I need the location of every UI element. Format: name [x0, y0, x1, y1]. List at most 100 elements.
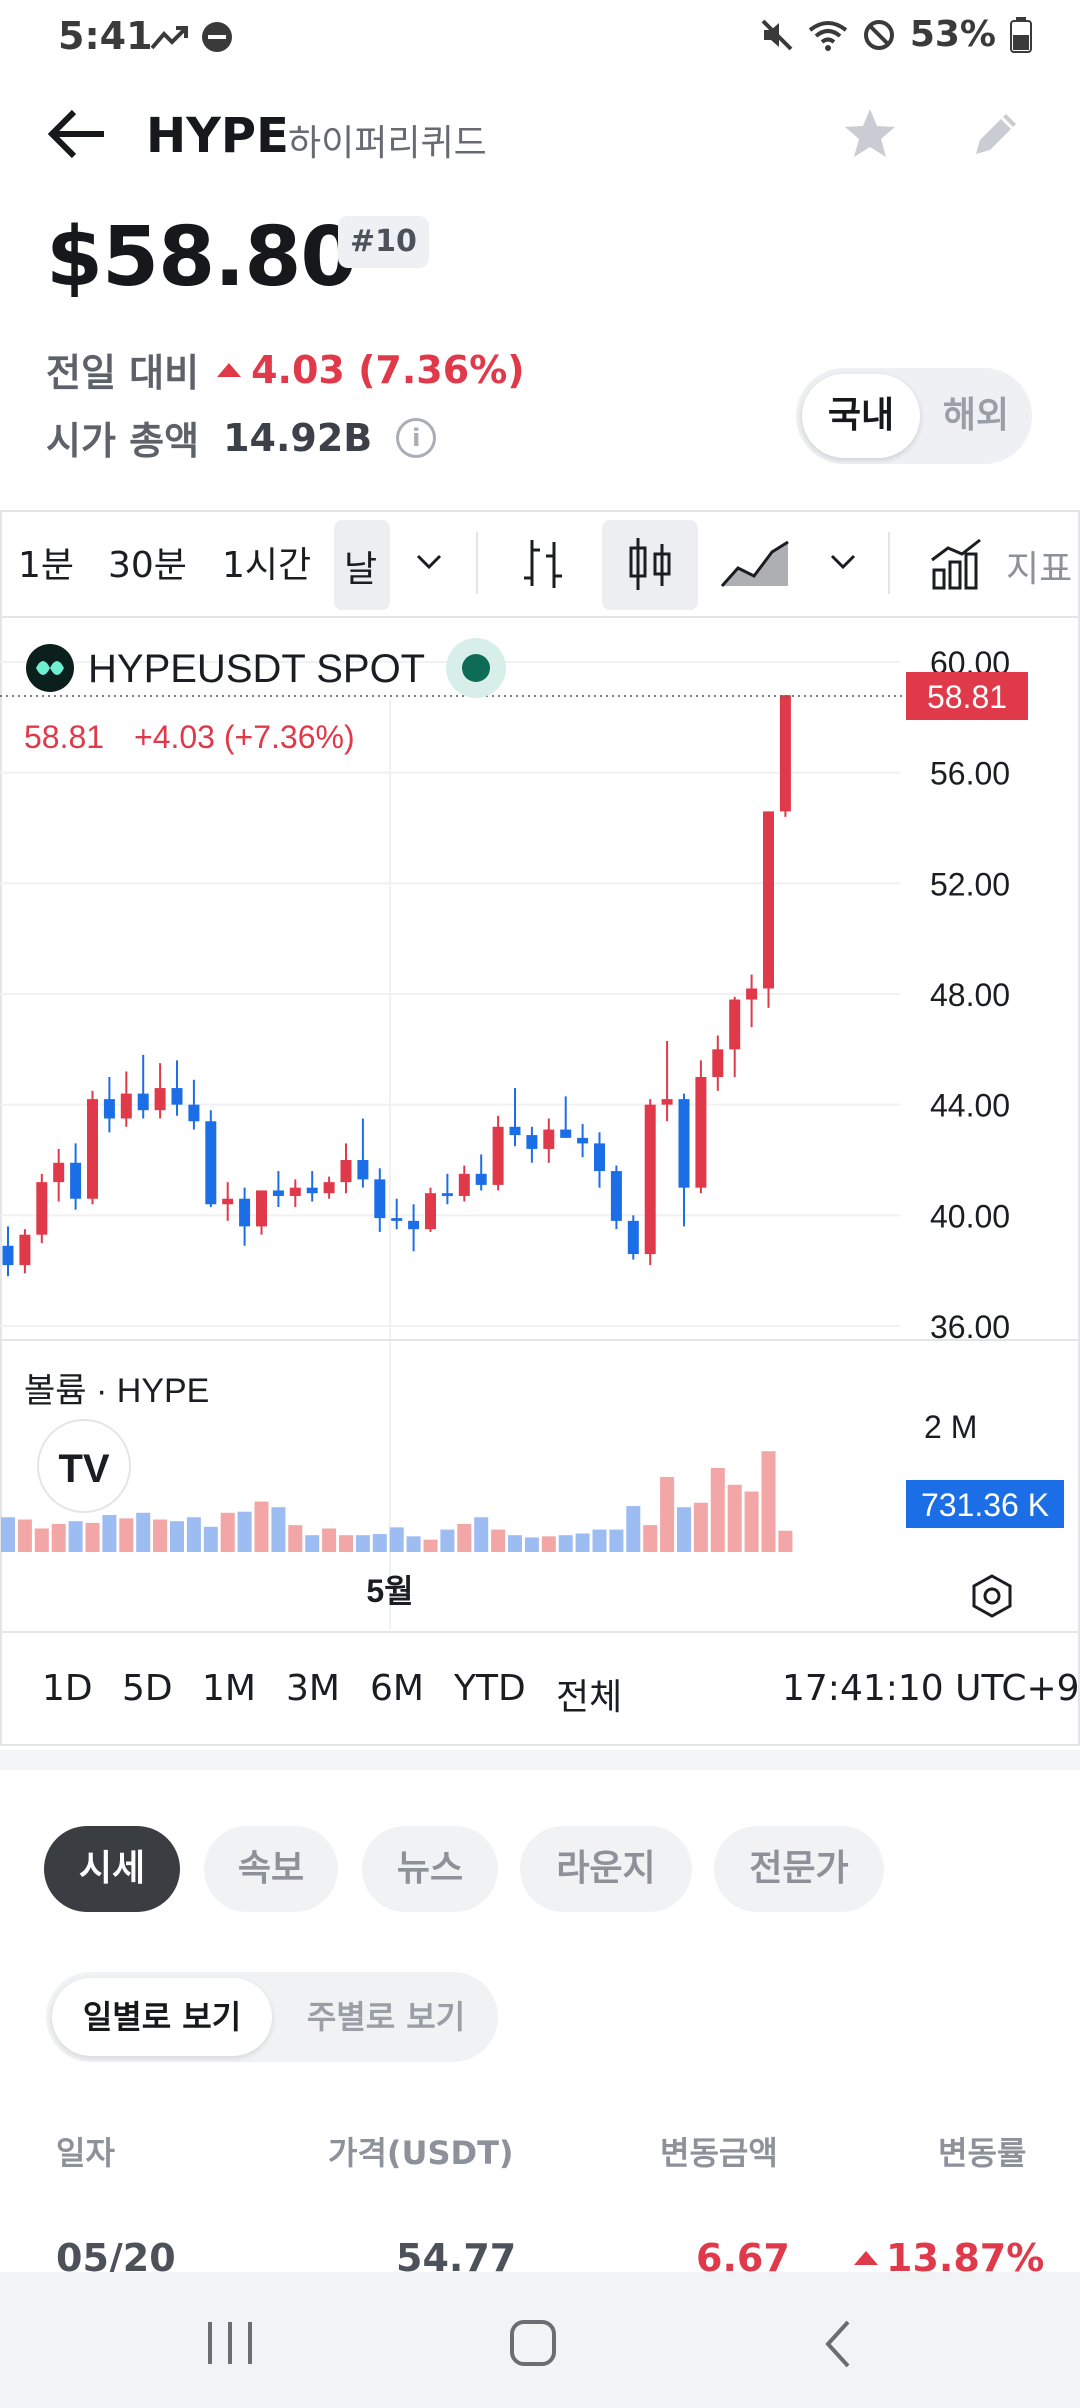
status-bar: 5:41 53% [0, 0, 1080, 72]
tab-breaking[interactable]: 속보 [204, 1826, 338, 1912]
range-3m[interactable]: 3M [286, 1668, 340, 1709]
tab-lounge[interactable]: 라운지 [520, 1826, 692, 1912]
interval-day[interactable]: 날 [344, 549, 378, 590]
indicators-label[interactable]: 지표 [1006, 549, 1073, 590]
range-ytd[interactable]: YTD [454, 1668, 526, 1709]
back-nav-icon[interactable] [818, 2318, 858, 2370]
indicators-icon[interactable] [928, 536, 984, 592]
volume-bar [609, 1529, 624, 1552]
mute-icon [761, 19, 793, 50]
volume-bar [558, 1535, 573, 1552]
range-6m[interactable]: 6M [370, 1668, 424, 1709]
volume-bar [1, 1517, 15, 1552]
candle-body [644, 1104, 656, 1255]
volume-axis-label: 2 M [924, 1409, 977, 1445]
chevron-down-icon[interactable] [412, 550, 446, 574]
candle-body [357, 1160, 369, 1180]
y-tick-label: 48.00 [930, 977, 1010, 1013]
volume-bar [119, 1518, 134, 1552]
info-icon[interactable]: i [396, 417, 437, 458]
range-5d[interactable]: 5D [122, 1668, 173, 1709]
chart-grid [0, 661, 900, 1630]
bar-chart-type-icon[interactable] [516, 534, 570, 594]
candles-group [2, 695, 791, 1277]
y-tick-label: 40.00 [930, 1198, 1010, 1234]
current-price: $58.80 [46, 210, 357, 305]
recent-apps-icon[interactable] [204, 2318, 260, 2368]
candle-body [729, 999, 741, 1050]
market-cap-value: 14.92B [223, 415, 373, 460]
chart-last-price: 58.81 [24, 719, 104, 755]
volume-bar [524, 1537, 539, 1552]
candle-body [188, 1104, 200, 1122]
interval-1m[interactable]: 1분 [18, 545, 75, 586]
candle-body [70, 1162, 82, 1199]
tradingview-logo [37, 1419, 131, 1513]
back-arrow-icon[interactable] [46, 106, 110, 162]
hype-logo-icon [36, 661, 64, 675]
candle-body [306, 1187, 318, 1194]
region-toggle[interactable]: 국내 해외 [796, 368, 1032, 464]
chevron-down-icon[interactable] [826, 550, 860, 574]
volume-bar [508, 1535, 522, 1552]
y-tick-label: 56.00 [930, 756, 1010, 792]
candle-body [87, 1099, 98, 1199]
y-tick-label: 52.00 [930, 866, 1010, 902]
candle-body [763, 811, 774, 989]
favorite-star-icon[interactable] [840, 104, 900, 164]
volume-bar [85, 1522, 100, 1552]
candle-body [441, 1193, 453, 1196]
daily-change-value: 4.03 (7.36%) [217, 348, 525, 392]
volume-bar [17, 1519, 32, 1552]
volume-bar [288, 1525, 303, 1552]
area-chart-type-icon[interactable] [720, 538, 790, 590]
volume-bar [186, 1517, 201, 1552]
volume-bar [592, 1529, 607, 1552]
toolbar-divider [888, 532, 890, 594]
col-price: 가격(USDT) [328, 2134, 514, 2172]
candle-body [222, 1198, 234, 1205]
up-triangle-icon [217, 362, 242, 377]
system-nav-bar [0, 2272, 1080, 2408]
range-1d[interactable]: 1D [42, 1668, 93, 1709]
battery-icon [1010, 16, 1032, 53]
chart-settings-icon[interactable] [968, 1572, 1016, 1620]
period-daily[interactable]: 일별로 보기 [52, 1978, 272, 2056]
tab-news[interactable]: 뉴스 [362, 1826, 498, 1912]
tradingview-logo-text: TV [58, 1447, 109, 1491]
tab-price[interactable]: 시세 [44, 1826, 180, 1912]
daily-change-row: 전일 대비 4.03 (7.36%) [46, 342, 525, 397]
col-date: 일자 [56, 2134, 115, 2172]
last-price-tag [906, 672, 1028, 720]
volume-bar [474, 1517, 489, 1552]
range-all[interactable]: 전체 [556, 1677, 623, 1718]
daily-change-text: 4.03 (7.36%) [251, 347, 525, 392]
volume-bar [744, 1491, 759, 1552]
candle-body [492, 1126, 504, 1185]
range-1m[interactable]: 1M [202, 1668, 256, 1709]
region-overseas[interactable]: 해외 [942, 395, 1010, 436]
volume-bar [727, 1484, 742, 1552]
volume-bar [440, 1529, 455, 1552]
volume-bar [153, 1519, 168, 1552]
tab-experts[interactable]: 전문가 [714, 1826, 884, 1912]
region-domestic[interactable]: 국내 [802, 374, 920, 458]
dnd-icon [202, 22, 232, 52]
period-weekly[interactable]: 주별로 보기 [306, 1998, 466, 2036]
interval-1h[interactable]: 1시간 [222, 545, 312, 586]
volume-bar [136, 1512, 151, 1552]
interval-active-bg [334, 520, 390, 610]
volume-bars-group [1, 1451, 793, 1552]
home-icon[interactable] [506, 2316, 562, 2372]
edit-pencil-icon[interactable] [966, 104, 1026, 164]
volume-bar [271, 1507, 286, 1552]
candlestick-chart-type-icon[interactable] [622, 534, 678, 594]
period-toggle[interactable]: 일별로 보기 주별로 보기 [46, 1972, 498, 2062]
candle-body [120, 1093, 132, 1119]
candle-body [256, 1190, 267, 1227]
volume-bar [575, 1533, 590, 1552]
interval-30m[interactable]: 30분 [108, 545, 187, 586]
volume-bar [305, 1535, 320, 1552]
candle-body [610, 1171, 622, 1221]
